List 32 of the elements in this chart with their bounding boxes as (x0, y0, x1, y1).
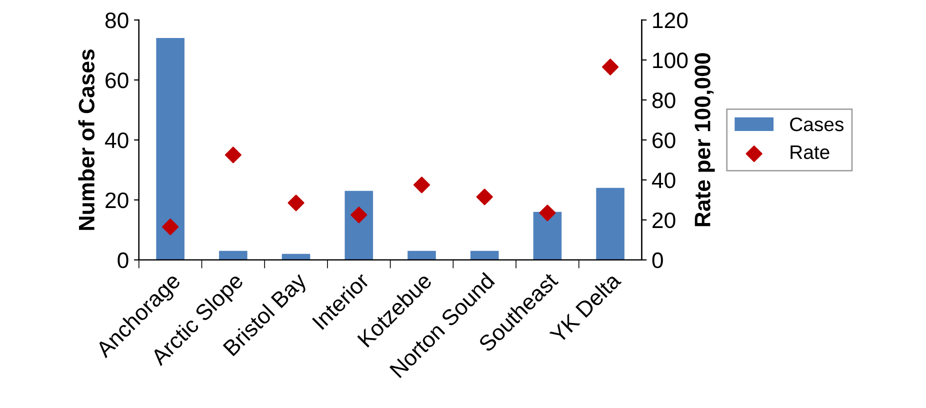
y-tick-label: 60 (106, 72, 128, 88)
y2-tick-label: 20 (652, 212, 676, 228)
bar (533, 212, 562, 260)
point (288, 194, 304, 212)
legend-label: Rate (790, 146, 830, 160)
y2-axis-title: Rate per 100,000 (694, 53, 715, 226)
point (476, 188, 493, 206)
y2-tick-label: 0 (652, 252, 663, 268)
point (350, 206, 368, 224)
y-tick-label: 40 (104, 132, 128, 148)
bar (344, 190, 374, 260)
point (602, 58, 619, 76)
y-tick-label: 20 (106, 192, 128, 208)
y2-tick-label: 80 (652, 92, 676, 108)
point (539, 204, 556, 222)
bar (408, 250, 436, 260)
bar (219, 250, 248, 260)
bar (282, 254, 310, 260)
y2-tick-label: 100 (653, 52, 688, 68)
y-axis-title: Number of Cases (78, 49, 95, 230)
legend-label: Cases (790, 117, 844, 132)
bar (596, 188, 624, 260)
point (413, 176, 430, 194)
y2-tick-label: 40 (652, 172, 676, 188)
point (224, 146, 242, 164)
bar (156, 38, 184, 260)
y-tick-label: 80 (105, 12, 128, 28)
point (162, 218, 179, 236)
bar (470, 250, 499, 260)
y2-tick-label: 60 (652, 132, 676, 148)
y-tick-label: 0 (118, 252, 128, 268)
y2-tick-label: 120 (653, 12, 688, 28)
